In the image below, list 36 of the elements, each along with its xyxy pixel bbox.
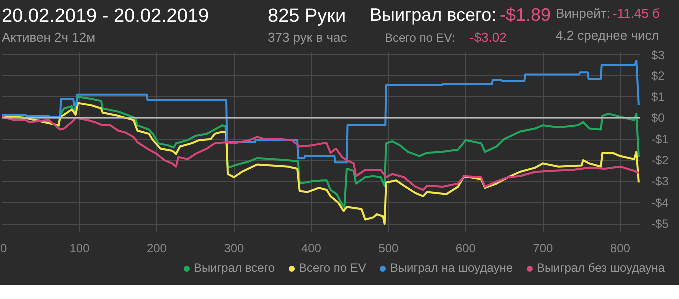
text: -11.45 б bbox=[613, 5, 660, 23]
y-tick-label: -$5 bbox=[652, 217, 670, 232]
text: 373 рук в час bbox=[268, 29, 348, 47]
x-tick-label: 400 bbox=[301, 242, 322, 256]
line-series bbox=[2, 102, 640, 226]
legend-label: Всего по EV bbox=[298, 261, 366, 275]
y-tick-label: $1 bbox=[652, 90, 666, 104]
y-tick-label: $3 bbox=[652, 48, 666, 62]
x-tick-label: 100 bbox=[70, 242, 90, 256]
text: -$3.02 bbox=[470, 29, 507, 47]
x-tick-label: 0 bbox=[0, 242, 8, 256]
y-tick-label: -$1 bbox=[652, 132, 670, 146]
legend-label: Выиграл без шоудауна bbox=[536, 261, 665, 275]
x-tick-label: 500 bbox=[378, 242, 400, 256]
chart-title: 20.02.2019 - 20.02.2019 bbox=[2, 5, 210, 29]
text: 4.2 среднее числ bbox=[556, 27, 660, 45]
x-tick-label: 300 bbox=[224, 242, 245, 256]
y-tick-label: -$2 bbox=[652, 154, 670, 168]
text: 825 Руки bbox=[268, 5, 346, 29]
y-tick-label: $0 bbox=[652, 111, 666, 126]
line-series bbox=[2, 116, 640, 192]
legend-label: Выиграл на шоудауне bbox=[389, 261, 513, 275]
line-series bbox=[2, 60, 640, 164]
text: -$1.89 bbox=[500, 4, 552, 27]
x-tick-label: 700 bbox=[533, 242, 554, 256]
y-tick-label: $2 bbox=[652, 68, 666, 83]
y-tick-label: -$4 bbox=[652, 196, 670, 210]
x-tick-label: 600 bbox=[456, 242, 476, 256]
x-tick-label: 200 bbox=[146, 242, 168, 256]
text: Выиграл всего: bbox=[370, 4, 497, 27]
x-tick-label: 800 bbox=[610, 242, 631, 256]
chart-subtitle: Активен 2ч 12м bbox=[2, 29, 96, 47]
legend-label: Выиграл всего bbox=[192, 261, 276, 275]
y-tick-label: -$3 bbox=[652, 174, 670, 189]
text: Винрейт: bbox=[556, 5, 610, 23]
text: Всего по EV: bbox=[385, 30, 456, 47]
